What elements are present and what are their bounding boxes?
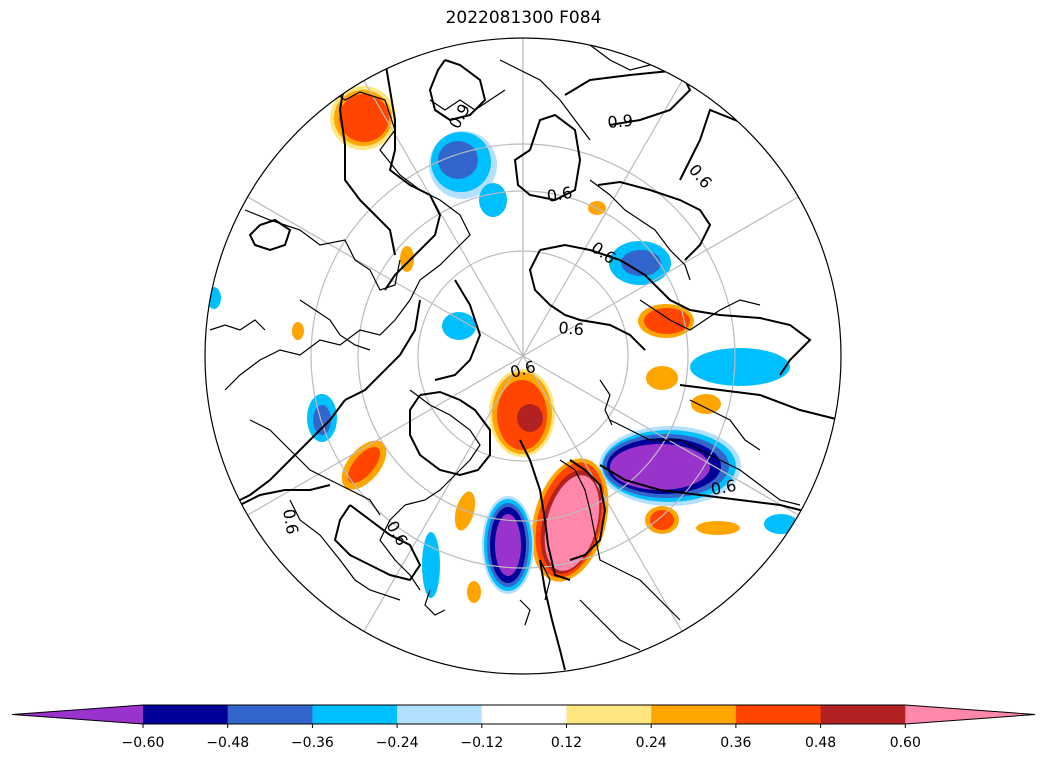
meridian [522, 78, 684, 357]
coastline [609, 419, 801, 506]
colorbar-segment [143, 705, 229, 724]
contour-line [599, 464, 821, 516]
colorbar-segment [735, 705, 822, 724]
contour-line [528, 249, 646, 351]
coastline [249, 419, 381, 516]
colorbar-tick-label: 0.12 [550, 735, 583, 751]
contour-line [597, 180, 712, 261]
anomaly-blob [422, 532, 440, 598]
shaded-anomalies [207, 86, 798, 603]
anomaly-blob [347, 446, 381, 484]
anomaly-blob [467, 581, 481, 603]
contour-label: 0.9 [607, 111, 634, 132]
contour-line [519, 439, 571, 581]
coastline [404, 389, 481, 506]
contour-line [239, 484, 331, 506]
colorbar-tick-label: −0.12 [460, 735, 504, 751]
anomaly-blob [313, 405, 331, 435]
anomaly-blob [610, 444, 710, 490]
anomaly-blob [644, 308, 690, 334]
contour-line [679, 384, 841, 421]
contour-label: 0.6 [558, 318, 585, 339]
colorbar-segment [397, 705, 483, 724]
colorbar-segment [312, 705, 398, 724]
contour-label: 0.6 [685, 160, 716, 192]
meridian [362, 78, 524, 357]
colorbar-segment [481, 705, 567, 724]
anomaly-blob [438, 141, 478, 179]
meridian [245, 355, 524, 517]
contour-line [338, 79, 396, 256]
contour-line [539, 243, 812, 376]
contour-line [409, 390, 491, 477]
anomaly-blob [517, 404, 543, 432]
colorbar-tick-label: 0.36 [720, 735, 752, 751]
graticule [245, 38, 801, 634]
contour-label: 0.6 [279, 507, 302, 535]
colorbar-segment [227, 705, 313, 724]
map-boundary [204, 37, 842, 675]
coastline [209, 319, 266, 331]
coastline [299, 299, 371, 351]
contour-line [229, 399, 346, 506]
anomaly-blob [646, 366, 678, 390]
contour-label: 0.6 [545, 183, 573, 206]
coastline [429, 89, 506, 111]
contour-label: 0.9 [445, 100, 474, 132]
contour-line [248, 218, 292, 252]
coastline [499, 59, 591, 141]
colorbar-segment [820, 705, 906, 724]
coastlines [209, 44, 801, 651]
anomaly-blob [339, 94, 389, 142]
anomaly-blob [292, 322, 304, 340]
colorbar-segment [651, 705, 737, 724]
anomaly-blob [650, 510, 674, 530]
page-title: 2022081300 F084 [445, 8, 602, 28]
coastline [289, 499, 401, 601]
anomaly-blob [544, 475, 600, 571]
contour-line [539, 559, 566, 671]
anomaly-blob [479, 183, 507, 217]
anomaly-blob [696, 521, 740, 535]
contour-line [344, 299, 421, 401]
meridian [522, 355, 684, 634]
anomaly-blob [442, 312, 476, 340]
colorbar-tick-label: 0.48 [805, 735, 837, 751]
coastline [599, 379, 613, 426]
colorbar-tick-label: 0.24 [635, 735, 667, 751]
anomaly-blob [691, 394, 721, 414]
colorbar-tick-label: 0.60 [889, 735, 921, 751]
meridian [522, 355, 801, 517]
coastline [224, 299, 411, 391]
contour-line [333, 504, 422, 582]
contour-line [428, 59, 487, 122]
colorbar-extend-low [12, 705, 143, 724]
contour-line [513, 113, 582, 202]
coastline [689, 399, 761, 451]
contour-label: 0.6 [709, 476, 737, 499]
coastline [519, 599, 531, 626]
coastline [424, 589, 446, 616]
anomaly-blob [621, 250, 661, 276]
colorbar-segment [566, 705, 652, 724]
contour-line [384, 59, 442, 291]
coastline [589, 179, 691, 281]
colorbar-tick-label: −0.36 [290, 735, 334, 751]
colorbar-extend-high [905, 705, 1035, 724]
colorbar-tick-label: −0.48 [206, 735, 250, 751]
colorbar [11, 704, 1036, 728]
meridian [522, 195, 801, 357]
contour-line [434, 279, 482, 381]
anomaly-blob [690, 348, 790, 386]
coastline [579, 599, 641, 651]
colorbar-tick-label: −0.24 [375, 735, 419, 751]
meridian [245, 195, 524, 357]
anomaly-blob [495, 514, 521, 576]
meridian [362, 355, 524, 634]
contour-line [569, 459, 607, 561]
colorbar-tick-label: −0.60 [121, 735, 165, 751]
coastline [639, 299, 761, 331]
coastline [559, 459, 681, 621]
